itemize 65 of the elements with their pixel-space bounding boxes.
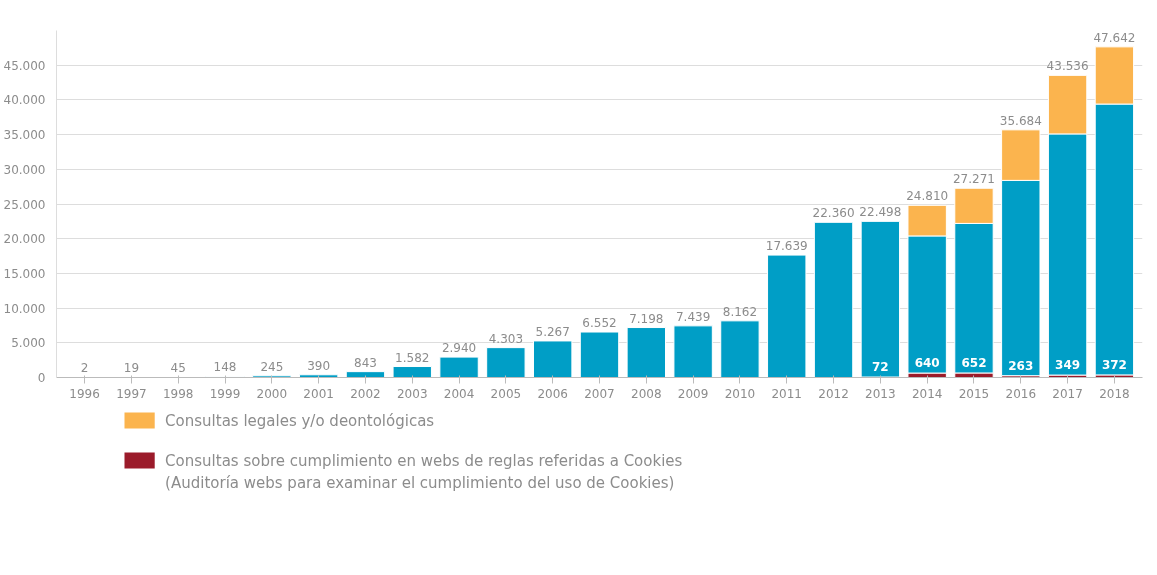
total-label: 35.684 xyxy=(999,113,1042,128)
total-label: 5.267 xyxy=(535,324,570,339)
total-label: 22.360 xyxy=(812,206,855,221)
x-tick-label: 2001 xyxy=(303,386,334,401)
total-label: 6.552 xyxy=(582,316,617,331)
total-label: 8.162 xyxy=(722,304,758,319)
x-tick-label: 1998 xyxy=(162,386,194,401)
x-tick-label: 2003 xyxy=(396,386,428,401)
x-tick-label: 2011 xyxy=(771,386,803,401)
data-label: 372 xyxy=(1101,357,1127,372)
x-tick-label: 2006 xyxy=(537,386,568,401)
total-label: 4.303 xyxy=(488,331,524,346)
total-label: 47.642 xyxy=(1093,30,1136,45)
data-label: 640 xyxy=(914,356,940,371)
data-label: 263 xyxy=(1008,358,1034,373)
x-tick-label: 2016 xyxy=(1005,386,1037,401)
total-label: 2.940 xyxy=(441,341,477,356)
x-tick-label: 2010 xyxy=(724,386,756,401)
text: (Auditoría webs para examinar el cumplimiento del uso de Cookies) xyxy=(165,473,675,492)
total-label: 17.639 xyxy=(765,239,808,254)
y-tick-label: 15.000 xyxy=(3,266,46,281)
legend-label: Consultas legales y/o deontológicas xyxy=(165,411,435,430)
x-tick-label: 2009 xyxy=(677,386,709,401)
total-label: 43.536 xyxy=(1046,59,1089,74)
data-label: 349 xyxy=(1055,358,1081,373)
total-label: 2 xyxy=(80,361,89,376)
total-label: 24.810 xyxy=(906,189,949,204)
y-tick-label: 0 xyxy=(37,371,46,385)
x-tick-label: 2007 xyxy=(584,386,615,401)
y-tick-label: 20.000 xyxy=(3,232,46,247)
x-tick-label: 2014 xyxy=(911,386,943,401)
x-tick-label: 2005 xyxy=(490,386,522,401)
x-tick-label: 2017 xyxy=(1052,386,1083,401)
x-tick-label: 1996 xyxy=(69,386,100,401)
x-tick-label: 2004 xyxy=(443,386,475,401)
data-label: 72 xyxy=(872,360,889,374)
x-tick-label: 1999 xyxy=(209,386,241,401)
y-tick-label: 35.000 xyxy=(3,128,46,143)
total-label: 1.582 xyxy=(395,350,430,365)
total-label: 45 xyxy=(170,361,186,376)
total-label: 27.271 xyxy=(952,172,995,187)
total-label: 245 xyxy=(260,359,284,374)
total-label: 843 xyxy=(354,355,377,370)
y-tick-label: 40.000 xyxy=(3,93,46,108)
total-label: 22.498 xyxy=(859,205,902,220)
legend-label: Consultas sobre cumplimiento en webs de reglas referidas a Cookies xyxy=(165,451,683,470)
total-label: 7.439 xyxy=(675,309,711,324)
y-tick-label: 25.000 xyxy=(3,197,46,212)
x-tick-label: 2018 xyxy=(1099,386,1130,401)
x-tick-label: 2013 xyxy=(865,386,896,401)
x-tick-label: 2000 xyxy=(256,386,288,401)
total-label: 7.198 xyxy=(629,311,664,326)
y-tick-label: 10.000 xyxy=(3,301,46,316)
x-tick-label: 2008 xyxy=(631,386,662,401)
y-tick-label: 5.000 xyxy=(11,336,46,351)
x-tick-label: 1997 xyxy=(116,386,147,401)
y-tick-label: 30.000 xyxy=(3,162,46,177)
x-tick-label: 2015 xyxy=(958,386,990,401)
x-tick-label: 2002 xyxy=(350,386,381,401)
x-tick-label: 2012 xyxy=(818,386,849,401)
total-label: 19 xyxy=(123,361,140,376)
total-label: 148 xyxy=(213,360,237,375)
y-tick-label: 45.000 xyxy=(3,58,46,73)
data-label: 652 xyxy=(961,355,987,370)
total-label: 390 xyxy=(307,358,331,373)
